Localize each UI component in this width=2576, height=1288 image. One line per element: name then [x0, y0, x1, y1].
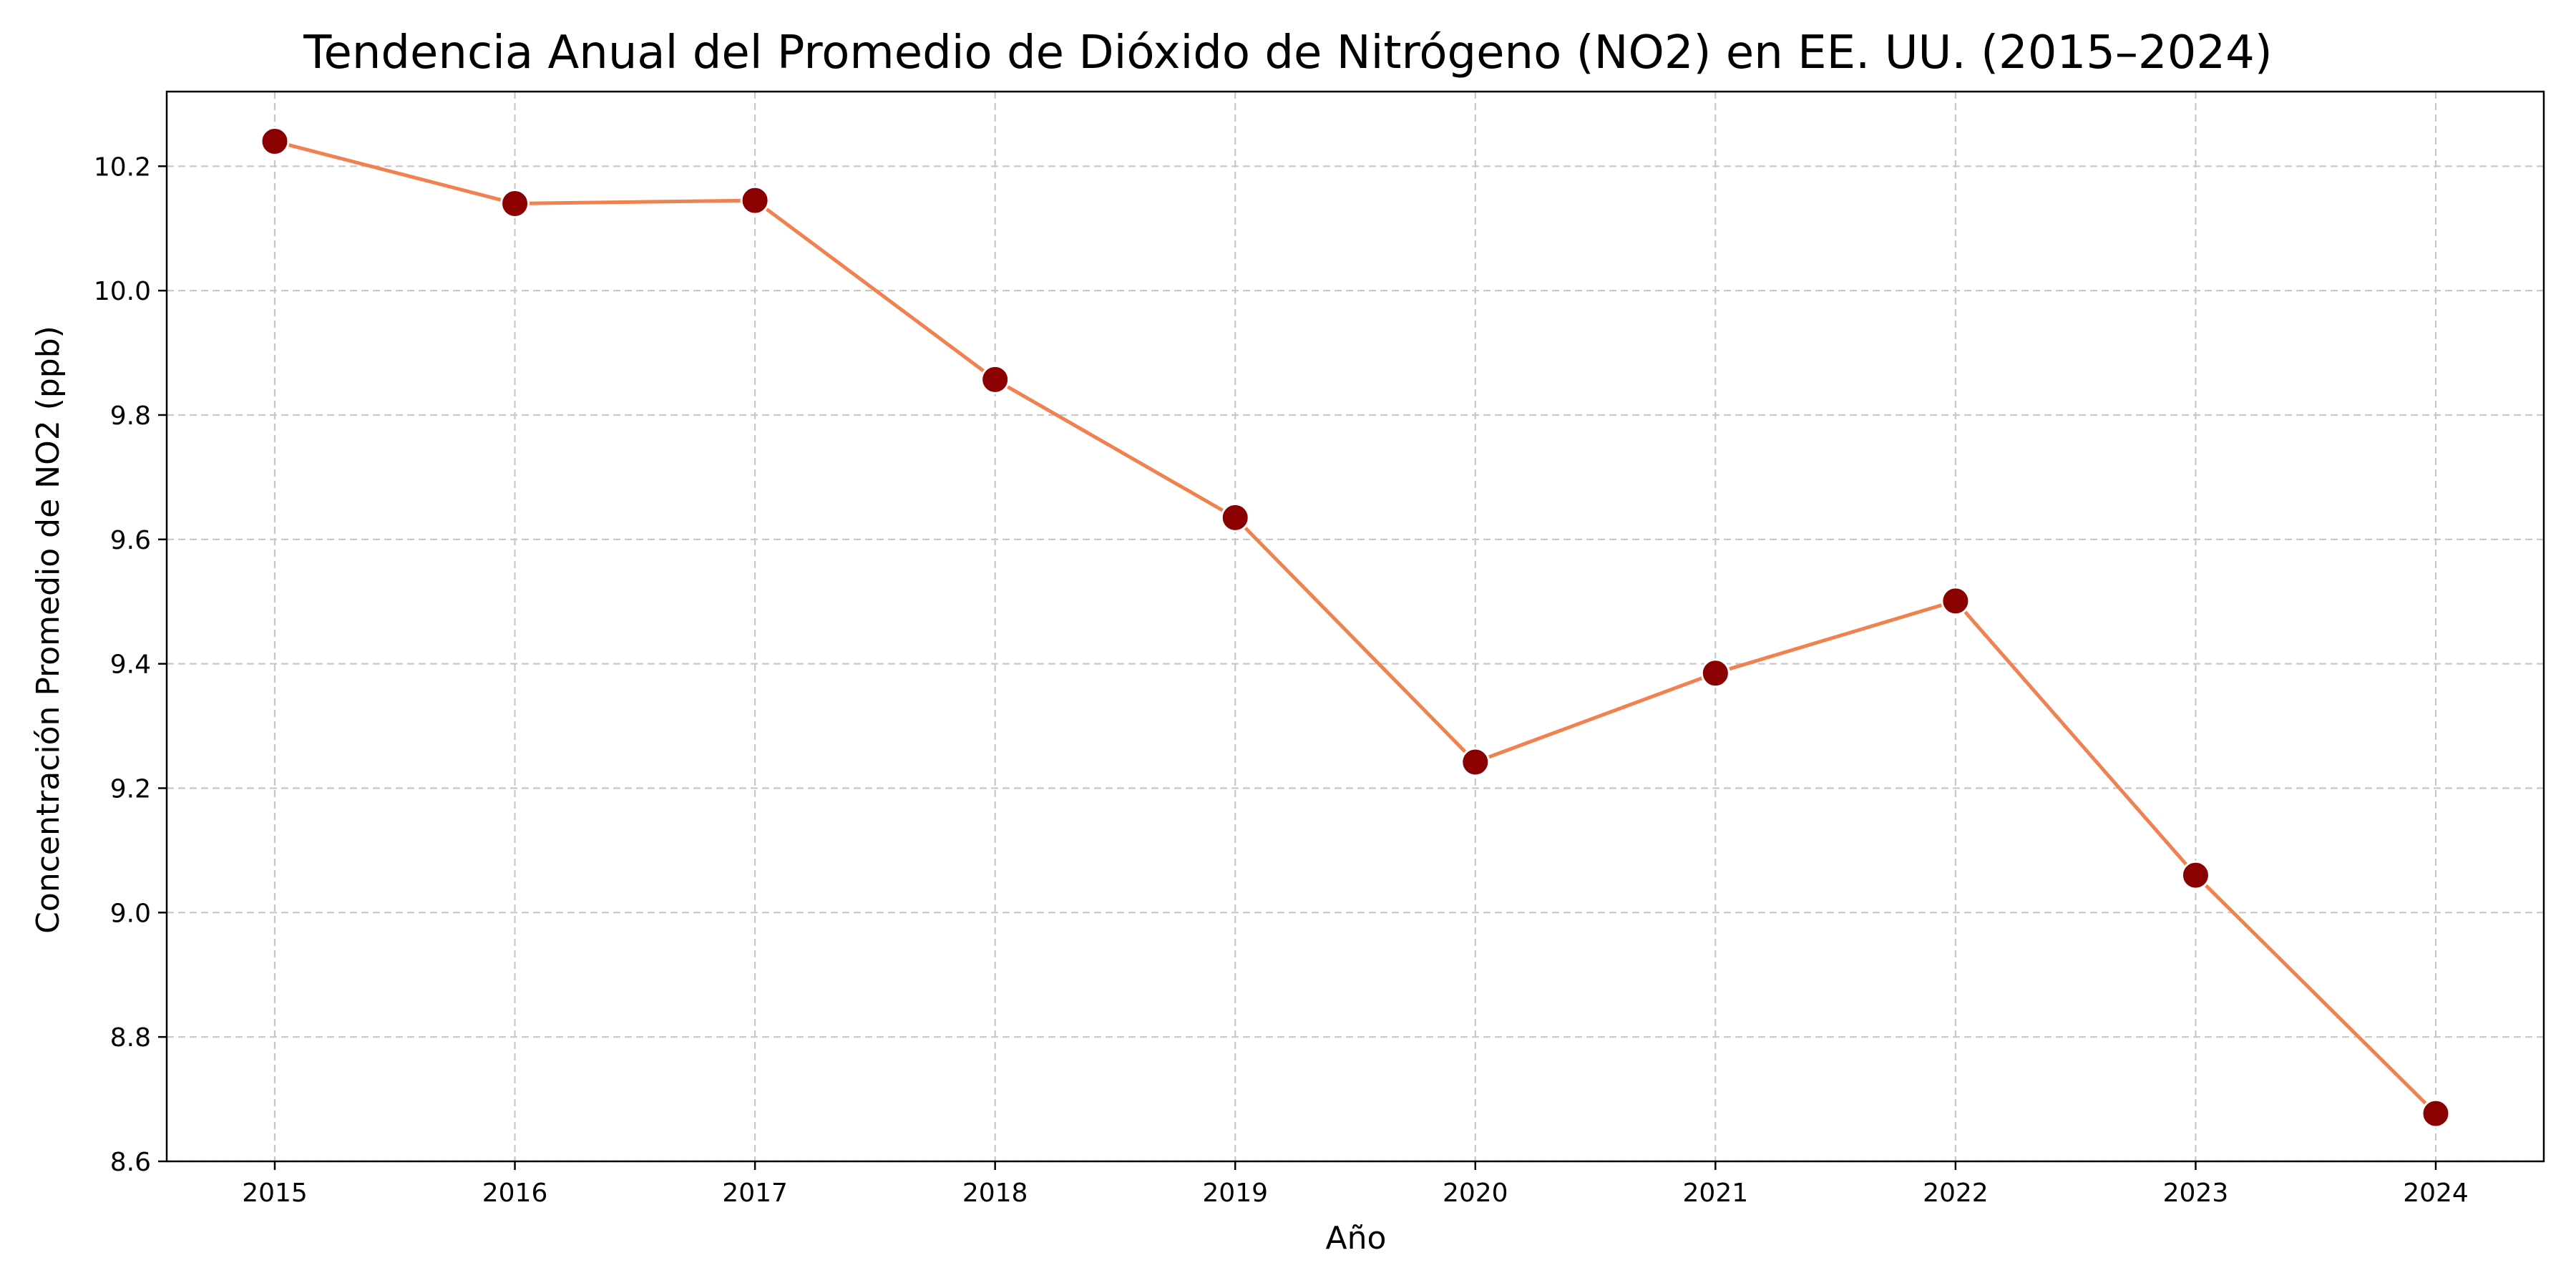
data-point [260, 127, 290, 157]
y-tick-label: 8.6 [110, 1148, 151, 1177]
x-tick-label: 2021 [1683, 1179, 1749, 1208]
grid-layer [167, 92, 2544, 1163]
data-point [2421, 1098, 2451, 1128]
x-tick-label: 2022 [1923, 1179, 1989, 1208]
y-tick-label: 8.8 [110, 1023, 151, 1053]
x-axis-label: Año [1326, 1220, 1387, 1257]
data-point [500, 188, 530, 218]
y-tick-label: 9.4 [110, 650, 151, 680]
y-tick-label: 10.2 [94, 152, 151, 182]
x-tick-label: 2017 [722, 1179, 788, 1208]
y-tick-label: 9.2 [110, 774, 151, 804]
y-axis-label: Concentración Promedio de NO2 (ppb) [30, 326, 67, 934]
y-tick-label: 9.8 [110, 401, 151, 431]
x-tick-label: 2019 [1202, 1179, 1268, 1208]
x-tick-label: 2023 [2163, 1179, 2229, 1208]
data-point [1700, 658, 1730, 688]
y-tick-label: 9.0 [110, 899, 151, 928]
data-point [740, 185, 770, 215]
data-point [1941, 586, 1971, 616]
x-tick-label: 2018 [962, 1179, 1028, 1208]
plot-frame [165, 90, 2545, 1163]
data-point [1220, 502, 1250, 532]
x-tick-label: 2016 [482, 1179, 548, 1208]
data-point [2180, 860, 2210, 890]
chart-title: Tendencia Anual del Promedio de Dióxido … [303, 26, 2273, 79]
y-tick-label: 10.0 [94, 277, 151, 306]
x-tick-label: 2024 [2403, 1179, 2469, 1208]
x-tick-label: 2020 [1443, 1179, 1508, 1208]
series-line [273, 140, 2438, 1116]
y-tick-label: 9.6 [110, 526, 151, 555]
data-point [1460, 747, 1491, 777]
x-tick-label: 2015 [242, 1179, 308, 1208]
axis-layer [165, 90, 2545, 1163]
tick-layer: 2015 2016 2017 2018 2019 2020 2021 2022 2023 2024… [94, 152, 2469, 1208]
series-layer [260, 127, 2451, 1128]
data-point [980, 364, 1010, 394]
